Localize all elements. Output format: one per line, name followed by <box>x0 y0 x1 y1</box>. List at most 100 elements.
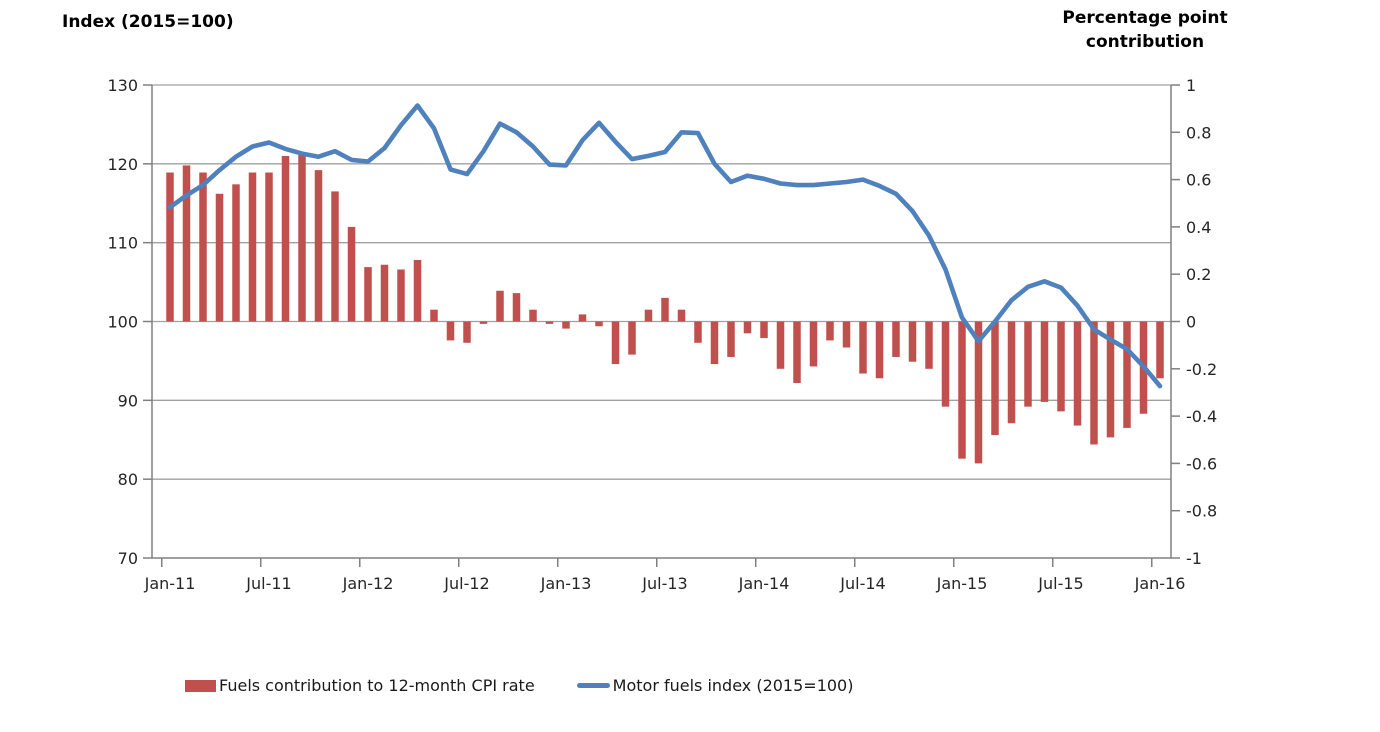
x-axis-tick-label: Jan-16 <box>1134 574 1186 593</box>
x-axis-tick-label: Jan-15 <box>936 574 988 593</box>
contribution-bar <box>859 321 867 374</box>
contribution-bar <box>677 309 686 322</box>
right-axis-tick-label: -0.2 <box>1186 360 1217 379</box>
contribution-bar <box>199 172 207 322</box>
contribution-bar <box>628 321 636 355</box>
legend-item-line: Motor fuels index (2015=100) <box>576 676 854 695</box>
contribution-bar <box>347 226 356 322</box>
contribution-bar <box>182 165 191 322</box>
contribution-bar <box>380 264 389 322</box>
contribution-bar <box>925 321 933 369</box>
contribution-bar <box>908 321 917 362</box>
legend-label-bars: Fuels contribution to 12-month CPI rate <box>219 676 535 695</box>
right-axis-tick-label: 0.6 <box>1186 171 1211 190</box>
contribution-bar <box>809 321 818 367</box>
contribution-bar <box>892 321 900 357</box>
contribution-bar <box>512 293 521 322</box>
contribution-bar <box>644 309 653 322</box>
contribution-bar <box>413 260 422 322</box>
contribution-bar <box>694 321 702 343</box>
contribution-bar <box>215 193 224 322</box>
contribution-bar <box>958 321 966 459</box>
contribution-bar <box>545 321 554 324</box>
motor-fuels-index-line <box>167 103 1163 389</box>
right-axis-title-line2: contribution <box>1085 32 1205 52</box>
x-axis-tick-label: Jan-13 <box>540 574 592 593</box>
contribution-bar <box>430 309 438 322</box>
chart-legend: Fuels contribution to 12-month CPI rate … <box>185 676 853 695</box>
left-axis-tick-label: 90 <box>118 391 138 410</box>
x-axis-tick-label: Jul-12 <box>443 574 489 593</box>
contribution-bar <box>1007 321 1016 424</box>
contribution-bar <box>991 321 999 436</box>
contribution-bar <box>1024 321 1032 407</box>
contribution-bar <box>248 172 257 322</box>
contribution-bar <box>1040 321 1049 402</box>
contribution-bar <box>1156 321 1164 379</box>
right-axis-title-line1: Percentage point <box>1062 8 1228 28</box>
contribution-bar <box>281 155 290 322</box>
right-axis-tick-label: -0.4 <box>1186 407 1217 426</box>
contribution-bar <box>793 321 801 383</box>
contribution-bar <box>842 321 851 348</box>
contribution-bar <box>760 321 768 339</box>
contribution-bar <box>875 321 884 379</box>
contribution-bar <box>743 321 752 334</box>
right-axis-tick-label: -0.8 <box>1186 502 1217 521</box>
left-axis-tick-label: 70 <box>118 549 138 568</box>
contribution-bar <box>1106 321 1115 438</box>
left-axis-tick-label: 120 <box>107 155 138 174</box>
contribution-bar <box>974 321 983 464</box>
left-axis-tick-label: 100 <box>107 313 138 332</box>
left-axis-tick-label: 130 <box>107 76 138 95</box>
contribution-bar <box>529 309 537 322</box>
contribution-bar <box>232 184 240 322</box>
contribution-bar <box>727 321 735 357</box>
contribution-bar <box>265 172 273 322</box>
right-axis-title: Percentage point contribution <box>1040 6 1250 54</box>
contribution-bar <box>578 314 587 322</box>
contribution-bar <box>562 321 570 329</box>
contribution-bar <box>166 172 174 322</box>
contribution-bar <box>364 267 372 322</box>
right-axis-tick-label: 0.8 <box>1186 123 1211 142</box>
contribution-bar <box>595 321 603 327</box>
line-series-swatch-icon <box>576 683 610 688</box>
contribution-bar <box>661 297 669 322</box>
x-axis-tick-label: Jan-12 <box>342 574 394 593</box>
x-axis-tick-label: Jul-15 <box>1037 574 1083 593</box>
right-axis-tick-label: 0 <box>1186 313 1196 332</box>
contribution-bar <box>463 321 471 343</box>
right-axis-tick-label: 0.4 <box>1186 218 1211 237</box>
contribution-bar <box>1090 321 1098 445</box>
contribution-bar <box>314 170 323 322</box>
right-axis-tick-label: 0.2 <box>1186 265 1211 284</box>
left-axis-title: Index (2015=100) <box>62 12 234 32</box>
x-axis-tick-label: Jul-13 <box>641 574 687 593</box>
contribution-bar <box>710 321 719 365</box>
contribution-bar <box>496 290 504 322</box>
contribution-bar <box>776 321 785 369</box>
right-axis-tick-label: -1 <box>1186 549 1202 568</box>
bar-series-swatch-icon <box>185 679 216 692</box>
x-axis-tick-label: Jul-11 <box>245 574 291 593</box>
x-axis-tick-label: Jan-11 <box>144 574 196 593</box>
contribution-bar <box>397 269 405 322</box>
x-axis-tick-label: Jan-14 <box>738 574 790 593</box>
contribution-bar <box>941 321 950 407</box>
contribution-bar <box>298 153 306 322</box>
right-axis-tick-label: 1 <box>1186 76 1196 95</box>
contribution-bar <box>1073 321 1082 426</box>
x-axis-tick-label: Jul-14 <box>839 574 885 593</box>
contribution-bar <box>446 321 455 341</box>
contribution-bar <box>1057 321 1065 412</box>
legend-label-line: Motor fuels index (2015=100) <box>612 676 854 695</box>
contribution-bar <box>611 321 620 365</box>
contribution-bar <box>826 321 834 341</box>
left-axis-tick-label: 110 <box>107 234 138 253</box>
contribution-bar <box>331 191 339 322</box>
contribution-bar <box>479 321 488 324</box>
contribution-bar <box>1123 321 1131 428</box>
